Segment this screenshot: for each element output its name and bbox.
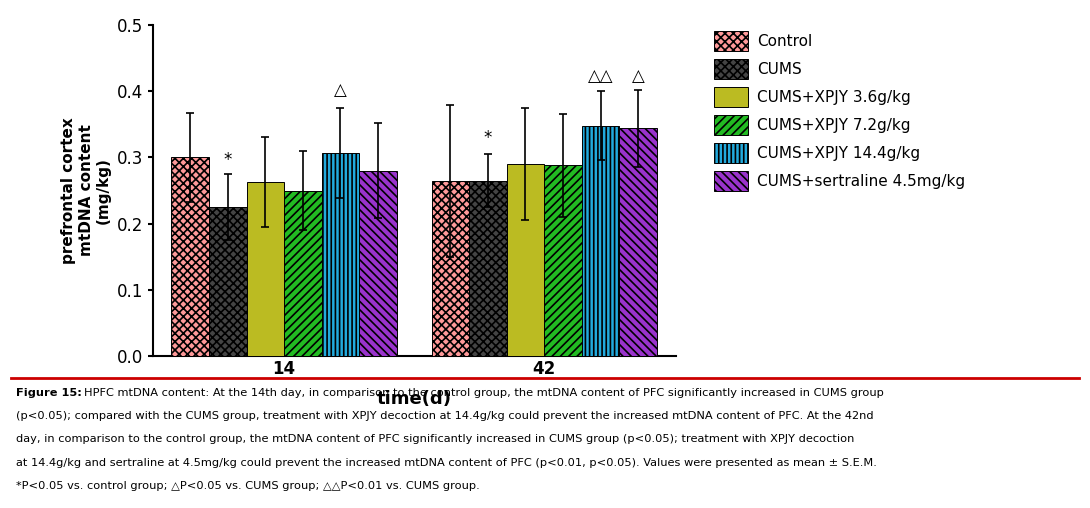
Text: Figure 15:: Figure 15: <box>16 388 86 398</box>
Bar <box>507 164 544 356</box>
Text: △△: △△ <box>588 67 614 85</box>
Bar <box>619 129 657 356</box>
Text: *: * <box>484 129 492 147</box>
Bar <box>360 171 397 356</box>
Text: △: △ <box>335 81 347 100</box>
Y-axis label: prefrontal cortex
mtDNA content
(mg/kg): prefrontal cortex mtDNA content (mg/kg) <box>61 117 111 264</box>
Legend: Control, CUMS, CUMS+XPJY 3.6g/kg, CUMS+XPJY 7.2g/kg, CUMS+XPJY 14.4g/kg, CUMS+se: Control, CUMS, CUMS+XPJY 3.6g/kg, CUMS+X… <box>710 26 970 196</box>
Text: HPFC mtDNA content: At the 14th day, in comparison to the control group, the mtD: HPFC mtDNA content: At the 14th day, in … <box>84 388 884 398</box>
Text: *P<0.05 vs. control group; △P<0.05 vs. CUMS group; △△P<0.01 vs. CUMS group.: *P<0.05 vs. control group; △P<0.05 vs. C… <box>16 481 480 491</box>
Bar <box>432 181 469 356</box>
Bar <box>322 153 360 356</box>
Text: *: * <box>223 151 232 169</box>
Bar <box>171 157 209 356</box>
Bar <box>469 181 507 356</box>
Bar <box>246 182 284 356</box>
Bar <box>284 190 322 356</box>
Bar <box>582 126 619 356</box>
Text: (p<0.05); compared with the CUMS group, treatment with XPJY decoction at 14.4g/k: (p<0.05); compared with the CUMS group, … <box>16 411 874 421</box>
Bar <box>544 166 582 356</box>
X-axis label: time(d): time(d) <box>377 390 451 407</box>
Text: △: △ <box>632 67 644 85</box>
Text: at 14.4g/kg and sertraline at 4.5mg/kg could prevent the increased mtDNA content: at 14.4g/kg and sertraline at 4.5mg/kg c… <box>16 458 877 468</box>
Bar <box>209 207 246 356</box>
Text: day, in comparison to the control group, the mtDNA content of PFC significantly : day, in comparison to the control group,… <box>16 434 855 444</box>
